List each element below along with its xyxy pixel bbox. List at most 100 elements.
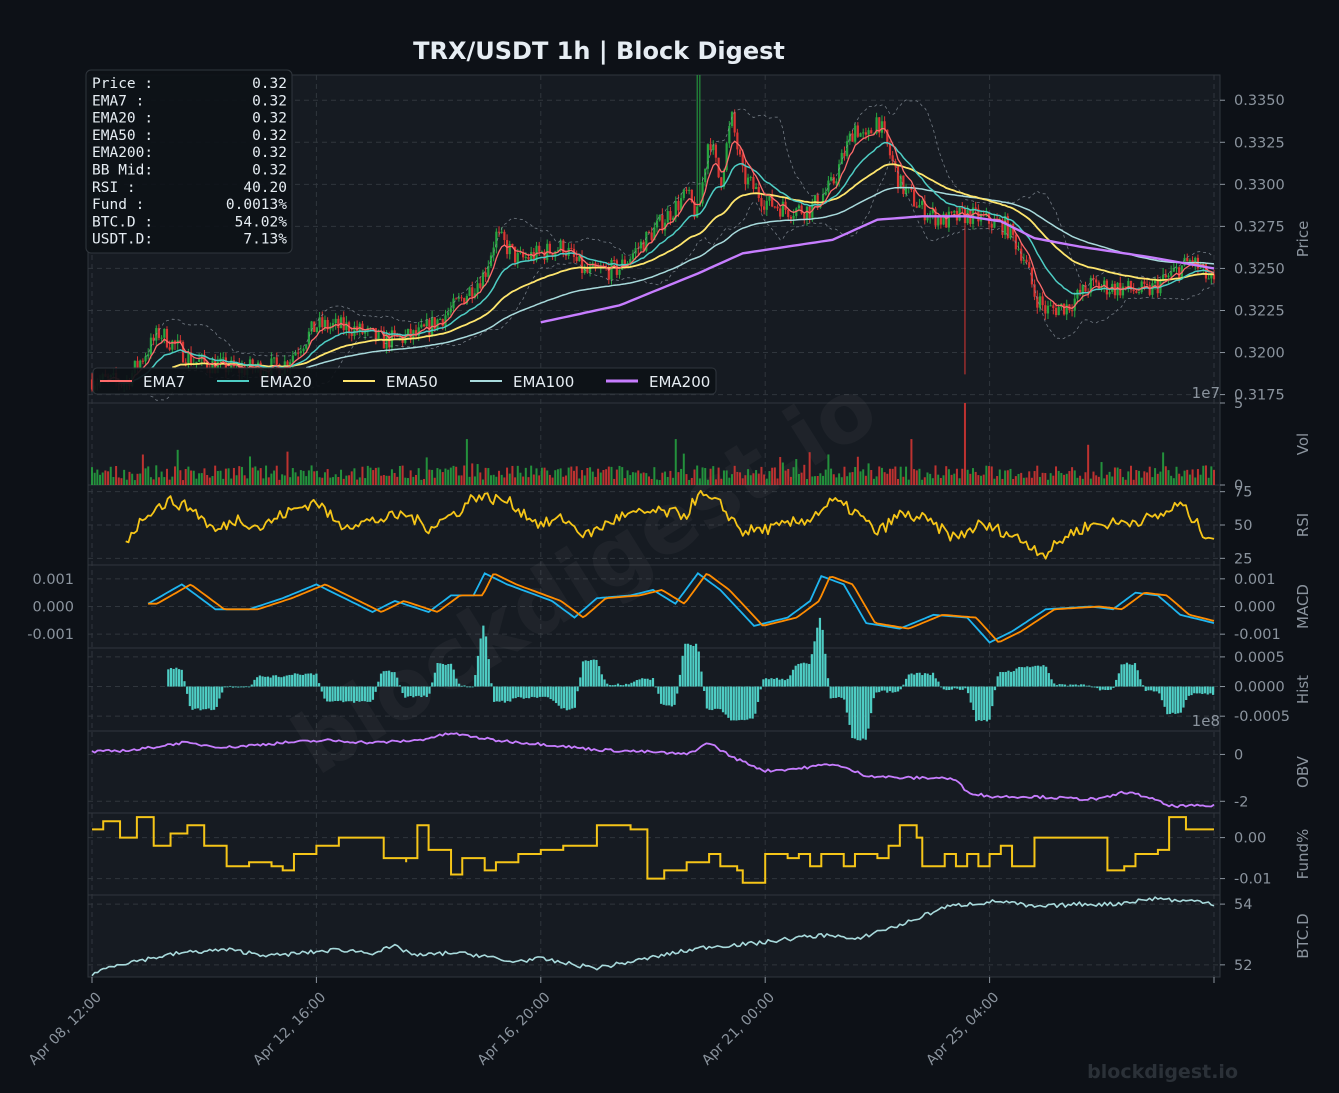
volume-bar bbox=[923, 477, 926, 485]
y-tick-label-macd: 0.000 bbox=[1234, 600, 1276, 616]
candle-body bbox=[562, 240, 565, 255]
axis-offset-obv: 1e8 bbox=[1192, 712, 1220, 730]
volume-bar bbox=[835, 477, 838, 485]
candle-body bbox=[629, 259, 632, 264]
volume-bar bbox=[136, 473, 139, 485]
histogram-bar bbox=[439, 663, 442, 687]
histogram-bar bbox=[452, 669, 455, 687]
histogram-bar bbox=[711, 686, 714, 711]
histogram-bar bbox=[622, 685, 625, 687]
candle-body bbox=[519, 252, 522, 254]
volume-bar bbox=[776, 478, 779, 485]
volume-bar bbox=[993, 478, 996, 485]
histogram-bar bbox=[261, 676, 264, 687]
histogram-bar bbox=[654, 686, 657, 688]
volume-bar bbox=[856, 456, 859, 485]
y-axis-label-fund: Fund% bbox=[1294, 829, 1312, 880]
volume-bar bbox=[107, 471, 110, 485]
volume-bar bbox=[133, 480, 136, 485]
candle-body bbox=[875, 117, 878, 134]
histogram-bar bbox=[202, 686, 205, 710]
histogram-bar bbox=[797, 663, 800, 687]
histogram-bar bbox=[1158, 686, 1161, 694]
candle-body bbox=[1017, 248, 1020, 250]
histogram-bar bbox=[1012, 671, 1015, 687]
histogram-bar bbox=[913, 674, 916, 687]
volume-bar bbox=[677, 472, 680, 485]
volume-bar bbox=[248, 456, 251, 485]
histogram-bar bbox=[210, 686, 213, 711]
histogram-bar bbox=[431, 682, 434, 687]
candle-body bbox=[746, 177, 750, 185]
candle-body bbox=[669, 211, 672, 221]
histogram-bar bbox=[221, 686, 224, 693]
candle-body bbox=[862, 132, 865, 134]
histogram-bar bbox=[269, 677, 272, 687]
histogram-bar bbox=[436, 662, 439, 687]
volume-bar bbox=[174, 466, 177, 485]
histogram-bar bbox=[614, 684, 617, 687]
volume-bar bbox=[688, 479, 691, 485]
candle-body bbox=[795, 208, 798, 216]
histogram-bar bbox=[856, 686, 859, 741]
histogram-bar bbox=[950, 686, 954, 690]
histogram-bar bbox=[781, 678, 784, 687]
volume-bar bbox=[1199, 474, 1202, 485]
candle-body bbox=[843, 152, 846, 157]
candle-body bbox=[912, 189, 916, 207]
y-tick-label-price: 0.3200 bbox=[1234, 346, 1285, 362]
volume-bar bbox=[661, 472, 664, 485]
volume-bar bbox=[187, 466, 190, 485]
ema20-line bbox=[118, 141, 1215, 384]
histogram-bar bbox=[1141, 685, 1145, 687]
histogram-bar bbox=[350, 686, 353, 702]
candle-body bbox=[797, 205, 801, 209]
histogram-bar bbox=[657, 686, 660, 694]
histogram-bar bbox=[713, 686, 717, 709]
histogram-bar bbox=[479, 638, 482, 687]
candle-body bbox=[441, 319, 444, 326]
candle-body bbox=[439, 319, 442, 321]
info-value: 7.13% bbox=[243, 232, 287, 248]
volume-bar bbox=[768, 471, 771, 485]
histogram-bar bbox=[875, 686, 878, 693]
candle-body bbox=[856, 125, 859, 137]
volume-bar bbox=[637, 470, 640, 485]
volume-bar bbox=[974, 471, 977, 485]
histogram-bar bbox=[746, 686, 749, 720]
chart-title: TRX/USDT 1h | Block Digest bbox=[413, 37, 785, 65]
histogram-bar bbox=[482, 625, 485, 687]
volume-bar bbox=[452, 465, 455, 485]
panel-fund bbox=[87, 812, 1221, 896]
candle-body bbox=[471, 287, 474, 298]
candle-body bbox=[902, 175, 905, 195]
volume-bar bbox=[235, 475, 238, 485]
histogram-bar bbox=[401, 686, 404, 694]
candle-body bbox=[189, 352, 193, 365]
histogram-bar bbox=[684, 643, 687, 687]
volume-bar bbox=[969, 473, 972, 485]
histogram-bar bbox=[915, 672, 918, 687]
histogram-bar bbox=[1160, 686, 1164, 701]
histogram-bar bbox=[808, 663, 811, 687]
candle-body bbox=[607, 267, 610, 280]
volume-bar bbox=[468, 476, 471, 485]
histogram-bar bbox=[563, 686, 566, 709]
volume-bar bbox=[366, 465, 369, 485]
histogram-bar bbox=[493, 686, 496, 702]
candle-body bbox=[880, 121, 884, 133]
volume-bar bbox=[1055, 466, 1058, 485]
candle-body bbox=[714, 144, 718, 158]
histogram-bar bbox=[872, 686, 875, 699]
histogram-bar bbox=[536, 686, 539, 698]
candle-body bbox=[688, 189, 691, 191]
volume-bar bbox=[433, 477, 436, 485]
histogram-bar bbox=[783, 680, 787, 687]
volume-bar bbox=[985, 465, 988, 485]
histogram-bar bbox=[870, 686, 873, 714]
volume-bar bbox=[1207, 477, 1210, 485]
volume-bar bbox=[348, 475, 351, 485]
y-axis-label-price: Price bbox=[1294, 221, 1312, 258]
candle-body bbox=[1199, 267, 1202, 269]
volume-bar bbox=[302, 470, 305, 485]
